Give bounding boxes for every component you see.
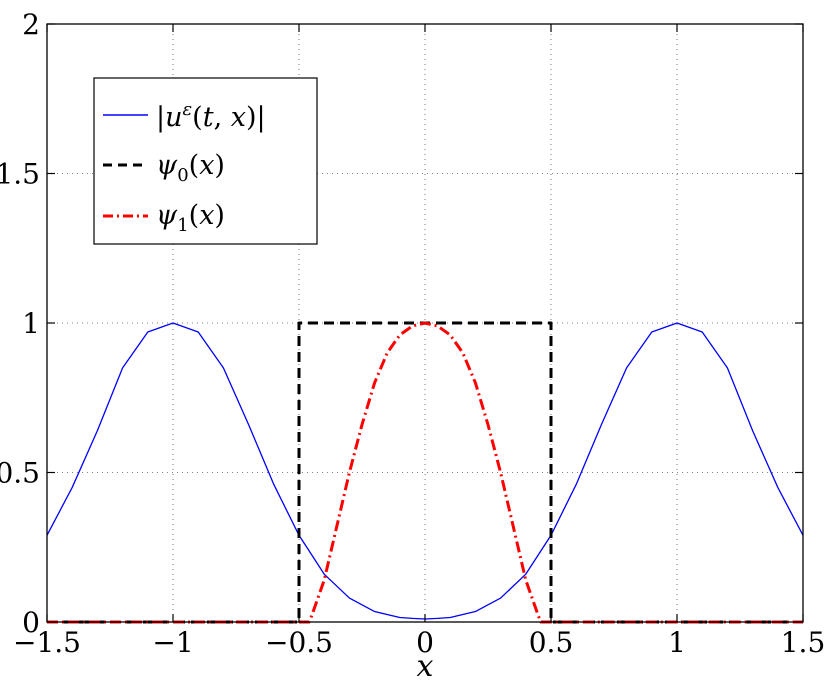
- x-tick-label: −1: [152, 626, 193, 659]
- x-tick-label: 1.5: [781, 626, 826, 659]
- legend-label-u: |uε(t, x)|: [156, 99, 266, 133]
- y-tick-label: 2: [22, 8, 40, 41]
- x-tick-label: 0.5: [529, 626, 574, 659]
- legend-label-psi0: ψ0(x): [156, 150, 225, 186]
- x-tick-label: −0.5: [265, 626, 333, 659]
- y-tick-label: 1.5: [0, 158, 40, 191]
- y-tick-labels: 0 0.5 1 1.5 2: [0, 8, 40, 639]
- y-tick-label: 0.5: [0, 457, 40, 490]
- x-tick-label: 1: [668, 626, 686, 659]
- x-tick-label: −1.5: [13, 626, 81, 659]
- series-line-2: [47, 321, 803, 624]
- legend: |uε(t, x)| ψ0(x) ψ1(x): [93, 77, 318, 245]
- x-tick-label: 0: [416, 626, 434, 659]
- legend-label-psi1: ψ1(x): [156, 200, 225, 236]
- x-tick-labels: −1.5 −1 −0.5 0 0.5 1 1.5: [13, 626, 825, 659]
- series-line-1: [47, 321, 803, 624]
- y-tick-label: 0: [22, 606, 40, 639]
- x-axis-label: x: [417, 649, 434, 684]
- tick-marks: [46, 23, 804, 623]
- series-layer: [46, 321, 804, 624]
- y-tick-label: 1: [22, 307, 40, 340]
